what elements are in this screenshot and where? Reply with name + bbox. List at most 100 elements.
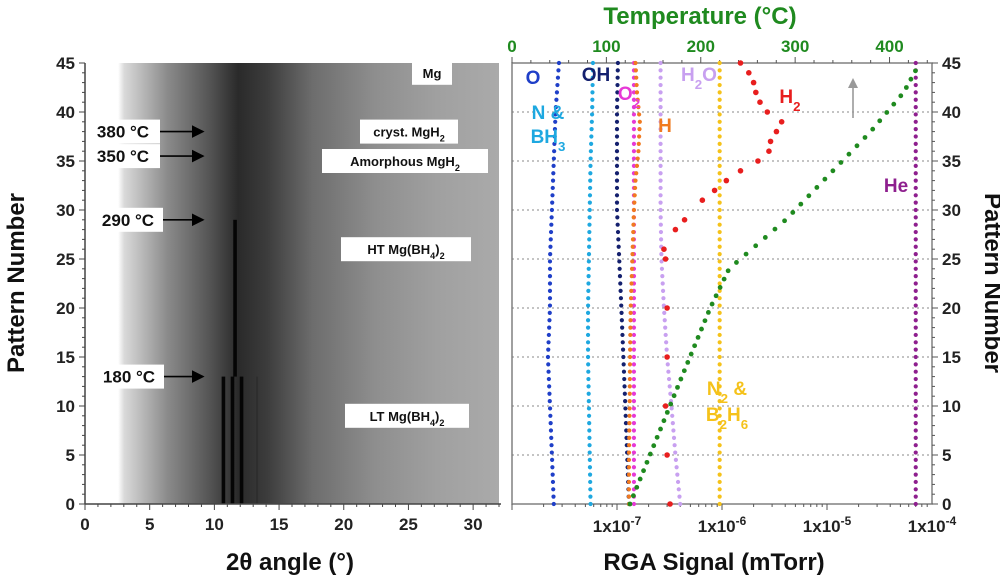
data-point bbox=[737, 60, 744, 66]
phase-label-box bbox=[341, 237, 471, 262]
data-point bbox=[913, 112, 918, 117]
temperature-tick-label: 200 bbox=[687, 37, 715, 56]
data-point bbox=[587, 244, 592, 249]
rga-x-tick-label: 1x10-6 bbox=[698, 514, 747, 536]
data-point bbox=[913, 185, 918, 191]
data-point bbox=[678, 501, 683, 507]
rga-y-ticks: 0 5 10 15 20 25 30 35 40 45 bbox=[932, 54, 961, 514]
data-point bbox=[913, 237, 918, 242]
data-point bbox=[627, 406, 632, 411]
data-point bbox=[717, 134, 722, 139]
data-point bbox=[717, 68, 722, 73]
data-point bbox=[661, 246, 667, 252]
series-h2 bbox=[661, 60, 785, 507]
data-point bbox=[658, 426, 663, 432]
data-point bbox=[717, 274, 722, 279]
data-point bbox=[717, 325, 722, 330]
data-point bbox=[631, 163, 637, 168]
heatmap-frame bbox=[84, 63, 501, 505]
data-point bbox=[548, 428, 554, 433]
temperature-marker-box bbox=[86, 119, 160, 144]
data-point bbox=[717, 259, 722, 264]
data-point bbox=[641, 468, 646, 474]
data-point bbox=[717, 215, 722, 220]
data-point bbox=[658, 171, 663, 176]
data-point bbox=[677, 494, 682, 499]
rga-y-axis-title: Pattern Number bbox=[979, 193, 1000, 373]
temperature-marker-box bbox=[94, 364, 164, 389]
data-point bbox=[626, 487, 632, 492]
data-point bbox=[615, 97, 620, 102]
data-point bbox=[717, 362, 722, 367]
data-point bbox=[630, 237, 636, 242]
data-point bbox=[913, 68, 918, 74]
data-point bbox=[617, 274, 623, 279]
data-point bbox=[548, 237, 553, 242]
data-point bbox=[614, 156, 620, 161]
data-point bbox=[721, 276, 727, 282]
data-point bbox=[913, 362, 918, 367]
data-point bbox=[626, 494, 632, 499]
data-point bbox=[662, 310, 667, 315]
rga-series-points bbox=[545, 60, 918, 507]
data-point bbox=[552, 141, 557, 146]
data-point bbox=[631, 472, 637, 477]
data-point bbox=[631, 399, 637, 404]
rga-series-labels: O N & BH3 OH O2 H H2O N2 &B2H6 H2 He bbox=[526, 65, 909, 432]
data-point bbox=[675, 384, 680, 390]
series-he bbox=[913, 60, 918, 507]
data-point bbox=[631, 376, 637, 382]
data-point bbox=[590, 105, 595, 110]
x-tick-label: 0 bbox=[80, 515, 89, 534]
data-point bbox=[717, 156, 722, 161]
data-point bbox=[546, 340, 551, 345]
data-point bbox=[616, 237, 621, 242]
data-point bbox=[658, 185, 663, 191]
rga-y-tick-label: 40 bbox=[942, 103, 961, 122]
data-point bbox=[587, 207, 592, 213]
temperature-marker-label: 180 °C bbox=[103, 368, 155, 387]
data-point bbox=[913, 274, 918, 279]
series-n-bh3 bbox=[585, 60, 596, 507]
data-point bbox=[717, 252, 722, 257]
data-point bbox=[913, 443, 918, 448]
series-label-text: H bbox=[658, 116, 672, 137]
data-point bbox=[547, 259, 553, 264]
data-point bbox=[658, 97, 663, 102]
data-point bbox=[666, 376, 672, 382]
data-point bbox=[658, 200, 663, 205]
data-point bbox=[623, 413, 628, 418]
data-point bbox=[630, 244, 635, 249]
rga-x-axis-title: RGA Signal (mTorr) bbox=[603, 549, 824, 576]
series-label: H2O bbox=[681, 65, 717, 92]
data-point bbox=[913, 376, 918, 382]
temperature-axis-ticks: 0 100 200 300 400 bbox=[507, 37, 928, 63]
data-point bbox=[717, 399, 722, 404]
data-point bbox=[654, 434, 660, 440]
data-point bbox=[547, 310, 552, 315]
rga-x-ticks: 1x10-7 1x10-6 1x10-5 1x10-4 bbox=[511, 504, 957, 536]
data-point bbox=[614, 193, 620, 198]
data-point bbox=[626, 472, 632, 477]
data-point bbox=[617, 259, 622, 264]
data-point bbox=[631, 406, 637, 411]
data-point bbox=[660, 288, 666, 293]
phase-label: Amorphous MgH2 bbox=[322, 149, 488, 173]
data-point bbox=[717, 465, 722, 470]
phase-labels: Mg cryst. MgH2 Amorphous MgH2 HT Mg(BH4)2 LT… bbox=[322, 60, 488, 428]
data-point bbox=[913, 465, 918, 470]
data-point bbox=[913, 281, 918, 286]
data-point bbox=[658, 229, 664, 235]
data-point bbox=[717, 281, 722, 286]
data-point bbox=[782, 218, 787, 224]
data-point bbox=[661, 296, 666, 301]
data-point bbox=[662, 403, 669, 409]
data-point bbox=[717, 479, 722, 485]
data-point bbox=[633, 68, 638, 73]
data-point bbox=[634, 90, 640, 95]
rga-y-tick-label: 15 bbox=[942, 348, 961, 367]
data-point bbox=[588, 171, 593, 176]
data-point bbox=[627, 435, 632, 440]
data-point bbox=[891, 101, 897, 107]
